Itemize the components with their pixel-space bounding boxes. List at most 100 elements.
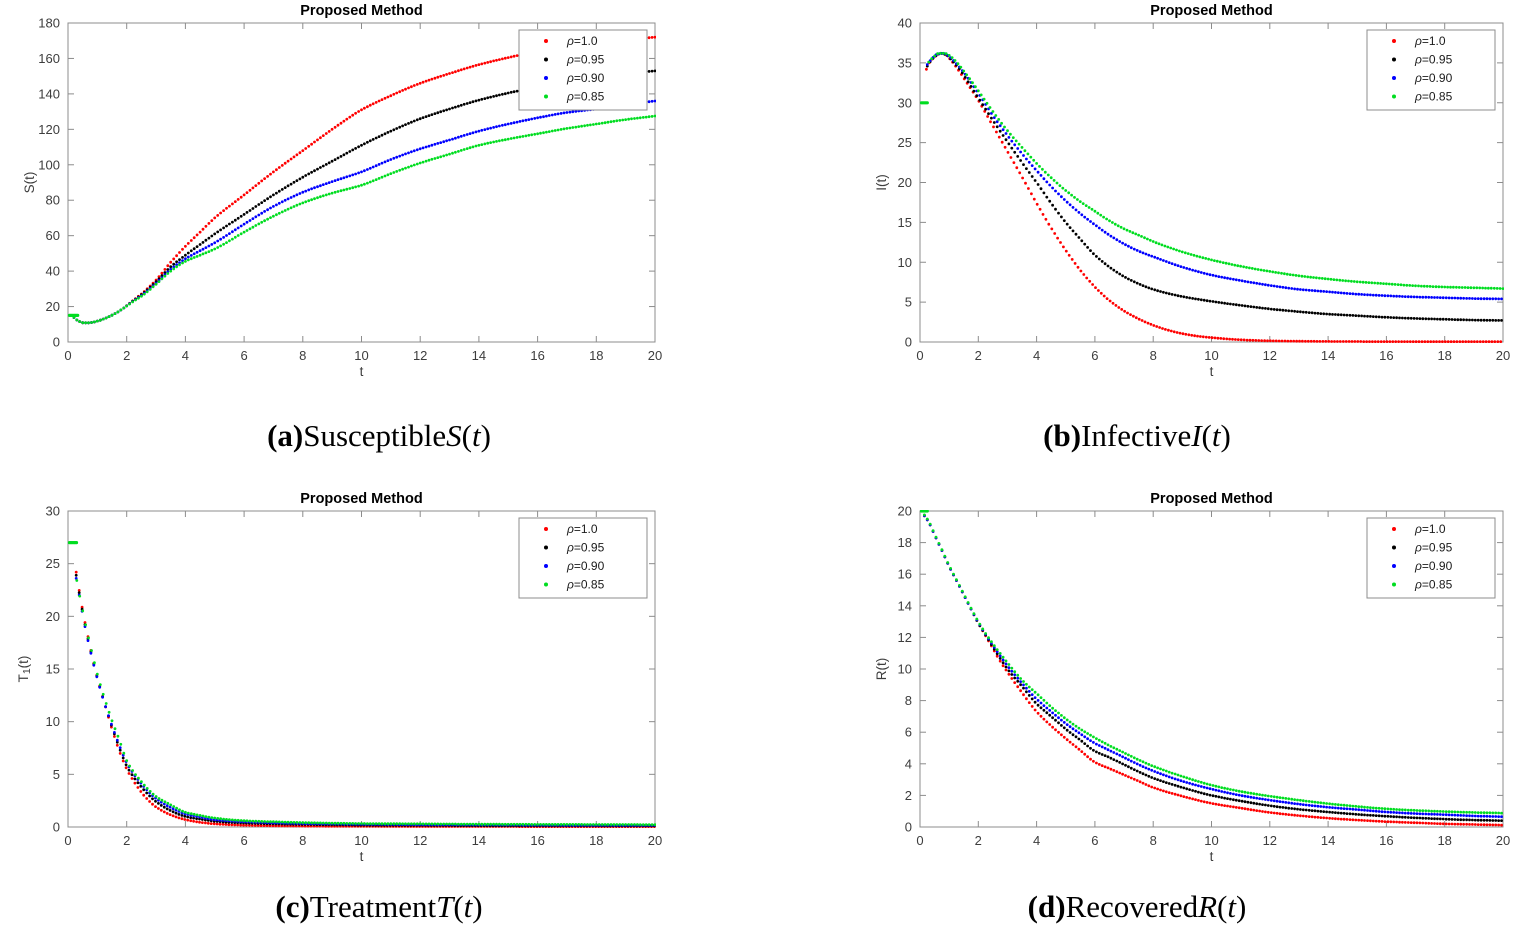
caption-a: (a) Susceptible S (t) — [0, 400, 758, 471]
legend-marker — [544, 39, 548, 43]
caption-part: ) — [1220, 417, 1231, 453]
y-tick-label: 5 — [53, 767, 60, 782]
y-tick-label: 10 — [46, 714, 60, 729]
legend-label: ρ=0.85 — [1414, 578, 1453, 592]
y-axis-label: I(t) — [874, 174, 889, 191]
legend-marker — [1392, 94, 1396, 99]
y-tick-label: 0 — [905, 335, 912, 350]
legend-box — [1366, 517, 1496, 599]
y-tick-label: 20 — [46, 609, 60, 624]
x-tick-label: 14 — [1321, 833, 1335, 848]
x-tick-label: 14 — [472, 833, 486, 848]
legend-label: ρ=1.0 — [566, 522, 598, 536]
y-tick-label: 10 — [898, 255, 912, 270]
caption-part: (c) — [275, 888, 310, 924]
chart-a-svg: 0 2 4 6 8 10 12 14 16 18 20 0 20 40 60 80 100 120 140 160 18… — [0, 0, 758, 400]
y-tick-label: 16 — [898, 567, 912, 582]
caption-d: (d) Recovered R(t) — [758, 871, 1516, 942]
legend-label: ρ=1.0 — [1414, 522, 1446, 536]
x-tick-label: 0 — [64, 833, 71, 848]
y-tick-label: 140 — [38, 86, 60, 101]
caption-part: (b) — [1043, 417, 1082, 453]
x-tick-label: 8 — [1150, 348, 1157, 363]
legend-label: ρ=0.95 — [566, 53, 605, 67]
series-group — [919, 51, 1504, 343]
x-tick-label: 4 — [182, 833, 189, 848]
caption-part: ) — [1236, 888, 1247, 924]
series-group — [919, 510, 1503, 827]
x-tick-label: 6 — [240, 833, 247, 848]
legend-marker — [1392, 582, 1396, 587]
y-tick-label: 5 — [905, 295, 912, 310]
init-condition-segment — [67, 313, 80, 317]
caption-part: ( — [461, 417, 472, 453]
caption-part: t — [1211, 417, 1221, 453]
y-tick-label: 2 — [905, 788, 912, 803]
caption-part: t — [471, 417, 481, 453]
x-tick-label: 8 — [299, 833, 306, 848]
legend-box — [518, 517, 648, 599]
chart-title: Proposed Method — [300, 491, 422, 507]
legend-box — [518, 29, 648, 111]
series-ρ=0.85 — [72, 114, 656, 325]
legend-label: ρ=0.85 — [566, 578, 605, 592]
legend: ρ=1.0 ρ=0.95 ρ=0.90 ρ=0.85 — [1366, 29, 1496, 111]
y-tick-label: 14 — [898, 598, 912, 613]
legend-label: ρ=0.90 — [566, 71, 605, 85]
chart-b-svg: 0 2 4 6 8 10 12 14 16 18 20 0 5 10 15 20 25 30 35 40 Propose… — [758, 0, 1516, 400]
y-tick-label: 10 — [898, 662, 912, 677]
x-tick-label: 14 — [472, 348, 486, 363]
panel-d: 0 2 4 6 8 10 12 14 16 18 20 0 2 4 6 8 10 12 14 16 18 20 Propos… — [758, 471, 1516, 942]
y-tick-label: 30 — [898, 95, 912, 110]
caption-part: T — [436, 888, 454, 924]
panel-b: 0 2 4 6 8 10 12 14 16 18 20 0 5 10 15 20 25 30 35 40 Propose… — [758, 0, 1516, 471]
chart-c-svg: 0 2 4 6 8 10 12 14 16 18 20 0 5 10 15 20 25 30 Proposed Me… — [0, 471, 758, 871]
panel-c: 0 2 4 6 8 10 12 14 16 18 20 0 5 10 15 20 25 30 Proposed Me… — [0, 471, 758, 942]
chart-d: 0 2 4 6 8 10 12 14 16 18 20 0 2 4 6 8 10 12 14 16 18 20 Propos… — [758, 471, 1516, 871]
x-tick-label: 8 — [1150, 833, 1157, 848]
caption-part: Susceptible — [303, 417, 447, 453]
y-tick-label: 160 — [38, 51, 60, 66]
legend-label: ρ=0.85 — [1414, 90, 1453, 104]
y-axis-label: R(t) — [874, 658, 889, 681]
legend: ρ=1.0 ρ=0.95 ρ=0.90 ρ=0.85 — [518, 517, 648, 599]
x-tick-label: 10 — [354, 833, 368, 848]
legend-box — [1366, 29, 1496, 111]
x-axis-label: t — [1210, 364, 1214, 379]
y-tick-label: 8 — [905, 693, 912, 708]
caption-part: Treatment — [309, 888, 437, 924]
axis-ticks: 0 2 4 6 8 10 12 14 16 18 20 0 5 10 15 20 25 30 — [46, 504, 663, 849]
x-tick-label: 2 — [975, 833, 982, 848]
chart-b: 0 2 4 6 8 10 12 14 16 18 20 0 5 10 15 20 25 30 35 40 Propose… — [758, 0, 1516, 400]
caption-part: (a) — [267, 417, 304, 453]
caption-part: R — [1198, 888, 1218, 924]
x-tick-label: 20 — [648, 833, 662, 848]
caption-part: ) — [480, 417, 491, 453]
legend-marker — [1392, 39, 1396, 43]
y-axis-label: S(t) — [22, 172, 37, 194]
chart-c: 0 2 4 6 8 10 12 14 16 18 20 0 5 10 15 20 25 30 Proposed Me… — [0, 471, 758, 871]
legend-label: ρ=0.95 — [1414, 53, 1453, 67]
x-tick-label: 12 — [413, 833, 427, 848]
y-tick-label: 0 — [905, 820, 912, 835]
legend-label: ρ=1.0 — [566, 34, 598, 48]
x-axis-label: t — [1210, 849, 1214, 864]
chart-title: Proposed Method — [1150, 491, 1272, 507]
chart-d-svg: 0 2 4 6 8 10 12 14 16 18 20 0 2 4 6 8 10 12 14 16 18 20 Propos… — [758, 471, 1516, 871]
x-tick-label: 0 — [916, 348, 923, 363]
legend-marker — [544, 564, 548, 568]
caption-part: Infective — [1081, 417, 1192, 453]
legend-marker — [544, 527, 548, 531]
caption-part: ) — [472, 888, 483, 924]
x-tick-label: 10 — [1204, 833, 1218, 848]
legend-marker — [544, 94, 548, 99]
y-tick-label: 100 — [38, 157, 60, 172]
x-tick-label: 14 — [1321, 348, 1335, 363]
chart-title: Proposed Method — [1150, 3, 1272, 19]
x-tick-label: 12 — [1263, 833, 1277, 848]
caption-part: t — [463, 888, 473, 924]
axis-ticks: 0 2 4 6 8 10 12 14 16 18 20 0 20 40 60 80 100 120 140 160 18… — [38, 16, 662, 364]
y-tick-label: 18 — [898, 535, 912, 550]
x-tick-label: 18 — [589, 833, 603, 848]
